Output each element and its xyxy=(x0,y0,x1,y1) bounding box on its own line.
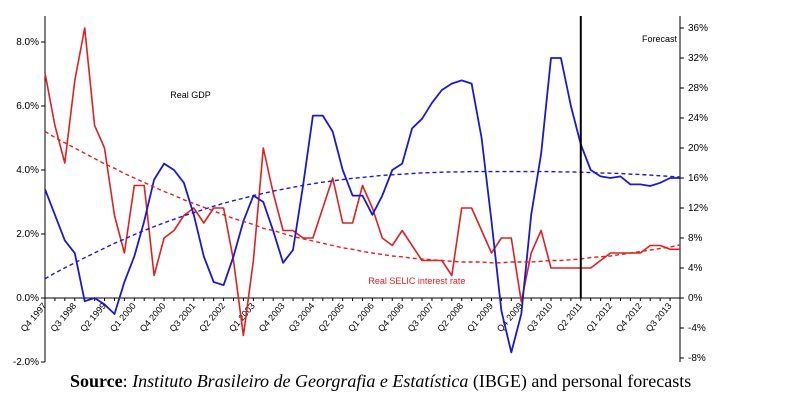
x-axis-tick-label: Q3 2007 xyxy=(406,301,436,334)
x-axis-tick-label: Q1 2009 xyxy=(465,301,495,334)
x-axis-tick-label: Q3 2001 xyxy=(168,301,198,334)
left-axis-tick-label: 4.0% xyxy=(16,165,39,176)
x-axis-tick-label: Q4 2006 xyxy=(376,301,406,334)
series-line-real-selic xyxy=(44,27,680,337)
x-axis-tick-label: Q1 2006 xyxy=(346,301,376,334)
x-axis-tick-label: Q2 2011 xyxy=(555,301,584,333)
left-axis-tick-label: 8.0% xyxy=(16,37,39,48)
right-axis-tick-label: 4% xyxy=(688,263,703,274)
right-axis-tick-label: 12% xyxy=(688,203,708,214)
source-caption: Source: Instituto Brasileiro de Georgraf… xyxy=(70,371,691,392)
annotation-real-gdp: Real GDP xyxy=(170,90,211,100)
left-axis-tick-label: 6.0% xyxy=(16,101,39,112)
x-axis-tick-label: Q3 2004 xyxy=(287,301,317,334)
right-axis-tick-label: 8% xyxy=(688,233,703,244)
x-axis-tick-label: Q2 1999 xyxy=(78,301,108,334)
right-axis-tick-label: 28% xyxy=(688,83,708,94)
x-axis-tick-label: Q4 2003 xyxy=(257,301,287,334)
annotations: Real GDP Real SELIC interest rate Forecast xyxy=(170,34,677,286)
x-axis-tick-label: Q2 2002 xyxy=(197,301,227,334)
right-axis-tick-label: 24% xyxy=(688,113,708,124)
series-line-real-gdp xyxy=(44,57,680,354)
annotation-real-selic: Real SELIC interest rate xyxy=(368,276,465,286)
x-axis-tick-label: Q3 2010 xyxy=(525,301,555,334)
left-axis-tick-label: 0.0% xyxy=(16,293,39,304)
left-axis-tick-label: 2.0% xyxy=(16,229,39,240)
source-label: Source xyxy=(70,371,123,391)
right-axis: -8% -4% 0% 4% 8% 12% 16% 20% 24% 28% 32% 36% xyxy=(680,23,708,364)
right-axis-tick-label: 20% xyxy=(688,143,708,154)
x-axis-tick-label: Q2 2005 xyxy=(316,301,346,334)
right-axis-tick-label: 16% xyxy=(688,173,708,184)
x-axis-tick-label: Q4 2000 xyxy=(138,301,168,334)
plot-series xyxy=(44,16,681,354)
right-axis-tick-label: 36% xyxy=(688,23,708,34)
x-axis-tick-label: Q4 1997 xyxy=(19,301,49,334)
x-axis-tick-label: Q4 2012 xyxy=(614,301,644,334)
right-axis-tick-label: 32% xyxy=(688,53,708,64)
x-axis-tick-label: Q1 2012 xyxy=(584,301,614,334)
x-axis-tick-label: Q1 2000 xyxy=(108,301,138,334)
left-axis: -2.0% 0.0% 2.0% 4.0% 6.0% 8.0% xyxy=(13,37,45,368)
right-axis-tick-label: -8% xyxy=(688,353,706,364)
x-axis-tick-label: Q3 1998 xyxy=(48,301,78,334)
right-axis-tick-label: 0% xyxy=(688,293,703,304)
right-axis-tick-label: -4% xyxy=(688,323,706,334)
trend-line-real-gdp xyxy=(44,170,681,280)
source-rest: (IBGE) and personal forecasts xyxy=(468,371,692,391)
source-institution: Instituto Brasileiro de Georgrafia e Est… xyxy=(132,371,469,391)
source-separator: : xyxy=(122,371,133,391)
left-axis-tick-label: -2.0% xyxy=(13,357,39,368)
x-axis-tick-label: Q2 2008 xyxy=(435,301,465,334)
trend-line-real-selic xyxy=(44,130,681,264)
annotation-forecast: Forecast xyxy=(642,34,678,44)
x-axis-tick-label: Q3 2013 xyxy=(644,301,674,334)
